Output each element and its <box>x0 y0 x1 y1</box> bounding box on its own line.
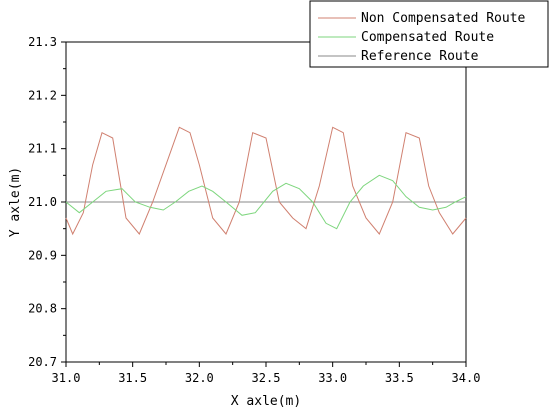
x-tick-label: 33.5 <box>385 371 414 385</box>
y-tick-label: 21.2 <box>28 88 57 102</box>
legend-label: Reference Route <box>361 49 479 64</box>
y-tick-label: 20.8 <box>28 302 57 316</box>
axis-tick-labels: 31.0 31.5 32.0 32.5 33.0 33.5 34.0 20.7 20.8 20.9… <box>28 35 480 385</box>
x-tick-label: 31.0 <box>52 371 81 385</box>
series-lines <box>65 126 467 236</box>
series-line-non-compensated-route <box>65 126 467 236</box>
y-tick-label: 21.1 <box>28 142 57 156</box>
legend-items: Non Compensated Route Compensated Route Re… <box>318 11 526 64</box>
legend-label: Compensated Route <box>361 30 494 45</box>
y-tick-label: 20.9 <box>28 248 57 262</box>
x-axis-title: X axle(m) <box>231 394 301 409</box>
x-tick-label: 34.0 <box>452 371 481 385</box>
x-tick-label: 32.0 <box>185 371 214 385</box>
y-tick-label: 21.3 <box>28 35 57 49</box>
x-tick-label: 31.5 <box>118 371 147 385</box>
series-line-compensated-route <box>65 174 467 230</box>
legend: Non Compensated Route Compensated Route Re… <box>309 0 549 68</box>
legend-label: Non Compensated Route <box>361 11 526 26</box>
y-axis-title: Y axle(m) <box>8 167 23 237</box>
x-tick-label: 32.5 <box>252 371 281 385</box>
x-tick-label: 33.0 <box>318 371 347 385</box>
y-tick-label: 20.7 <box>28 355 57 369</box>
axis-ticks <box>61 41 467 367</box>
y-tick-label: 21.0 <box>28 195 57 209</box>
